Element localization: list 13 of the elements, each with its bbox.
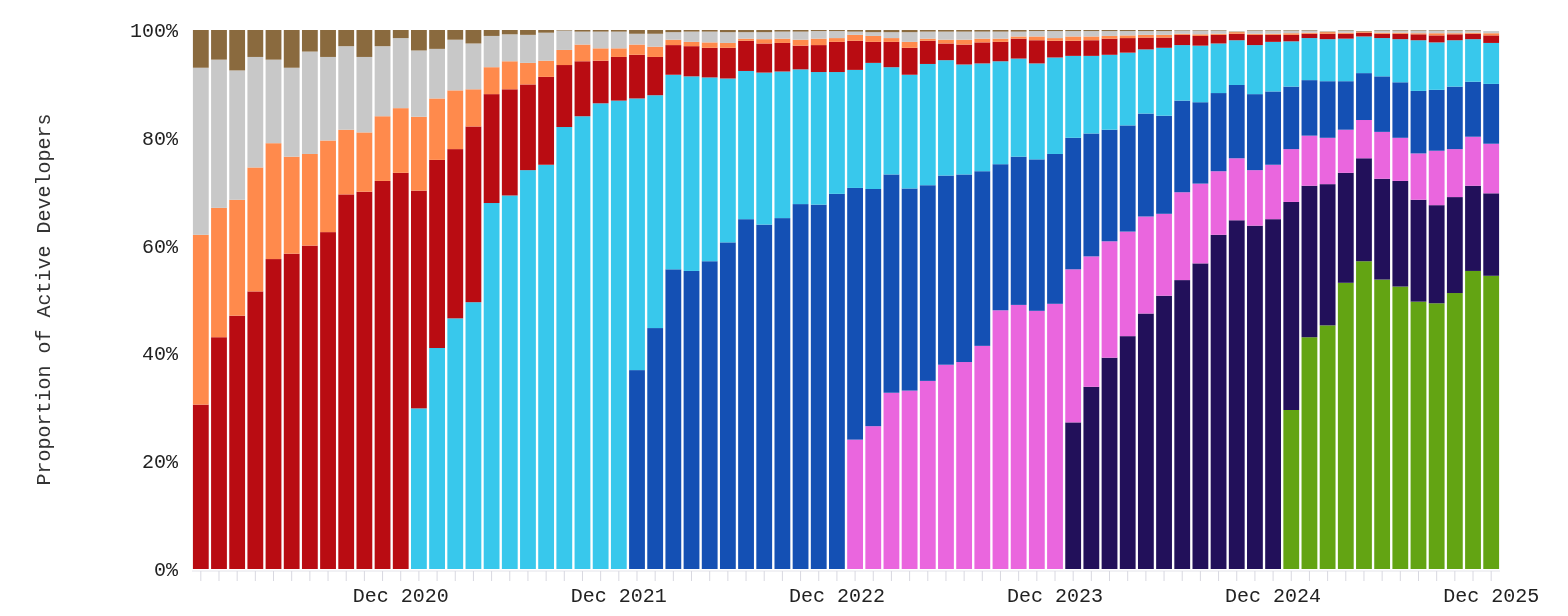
y-tick-label: 80% bbox=[141, 127, 179, 151]
y-tick-label: 0% bbox=[153, 559, 179, 582]
y-tick-label: 20% bbox=[141, 451, 179, 475]
x-tick-label: Dec 2024 bbox=[1225, 585, 1322, 608]
y-axis-title: Proportion of Active Developers bbox=[33, 113, 56, 486]
x-tick-label: Dec 2020 bbox=[352, 585, 449, 608]
x-tick-label: Dec 2022 bbox=[788, 585, 885, 608]
x-tick-label: Dec 2025 bbox=[1443, 585, 1540, 608]
x-tick-label: Dec 2021 bbox=[570, 585, 667, 608]
y-tick-label: 40% bbox=[141, 343, 179, 367]
y-tick-label: 60% bbox=[141, 235, 179, 259]
x-tick-label: Dec 2023 bbox=[1007, 585, 1104, 608]
y-tick-label: 100% bbox=[129, 20, 179, 43]
